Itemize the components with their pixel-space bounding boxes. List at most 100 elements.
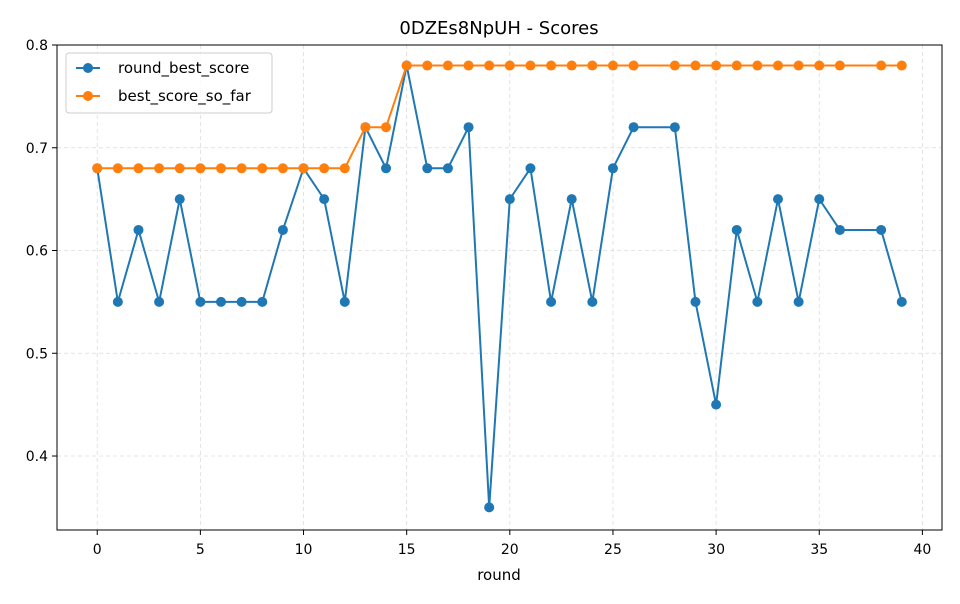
x-tick-label: 40 (913, 542, 931, 558)
data-point (360, 122, 371, 133)
data-point (422, 60, 433, 71)
data-point (587, 296, 598, 307)
y-tick-label: 0.8 (26, 38, 48, 54)
x-tick-label: 15 (398, 542, 416, 558)
data-point (669, 122, 680, 133)
data-point (339, 296, 350, 307)
legend: round_best_score best_score_so_far (65, 52, 273, 114)
y-tick-label: 0.4 (26, 449, 48, 465)
data-point (587, 60, 598, 71)
y-tick-label: 0.5 (26, 346, 48, 362)
data-point (195, 296, 206, 307)
data-point (752, 60, 763, 71)
chart-title: 0DZEs8NpUH - Scores (399, 18, 598, 39)
data-point (546, 60, 557, 71)
data-point (896, 296, 907, 307)
data-point (277, 163, 288, 174)
data-point (772, 194, 783, 205)
data-point (566, 194, 577, 205)
series-round_best_score (92, 60, 907, 513)
data-point (401, 60, 412, 71)
data-point (216, 296, 227, 307)
data-point (257, 163, 268, 174)
data-point (442, 163, 453, 174)
data-point (793, 60, 804, 71)
data-point (566, 60, 577, 71)
data-point (442, 60, 453, 71)
data-point (381, 122, 392, 133)
data-point (154, 296, 165, 307)
data-point (834, 60, 845, 71)
legend-marker (83, 63, 93, 73)
data-point (277, 224, 288, 235)
data-point (607, 60, 618, 71)
series-best_score_so_far (92, 60, 907, 174)
x-tick-label: 30 (707, 542, 725, 558)
data-point (607, 163, 618, 174)
data-point (463, 60, 474, 71)
data-point (381, 163, 392, 174)
legend-label: best_score_so_far (118, 87, 252, 106)
data-point (772, 60, 783, 71)
data-point (504, 60, 515, 71)
data-point (504, 194, 515, 205)
data-point (711, 60, 722, 71)
data-point (669, 60, 680, 71)
legend-box (65, 52, 273, 114)
data-point (174, 194, 185, 205)
data-point (298, 163, 309, 174)
data-point (690, 60, 701, 71)
data-point (711, 399, 722, 410)
data-point (628, 122, 639, 133)
x-tick-label: 5 (196, 542, 205, 558)
data-point (876, 224, 887, 235)
data-point (731, 224, 742, 235)
legend-label: round_best_score (118, 59, 249, 78)
data-point (484, 60, 495, 71)
data-point (154, 163, 165, 174)
axis-ticks: 0 5 10 15 20 25 30 35 40 0.4 0.5 0.6 0.7 0.8 (26, 38, 932, 558)
data-point (236, 296, 247, 307)
plot-area-frame (56, 44, 943, 531)
data-point (525, 163, 536, 174)
data-point (319, 163, 330, 174)
data-point (133, 163, 144, 174)
x-tick-label: 10 (295, 542, 313, 558)
x-tick-label: 20 (501, 542, 519, 558)
data-point (834, 224, 845, 235)
data-point (257, 296, 268, 307)
data-point (174, 163, 185, 174)
data-point (525, 60, 536, 71)
y-tick-label: 0.7 (26, 141, 48, 157)
data-point (876, 60, 887, 71)
data-point (133, 224, 144, 235)
series-layer (92, 60, 907, 513)
x-tick-label: 0 (93, 542, 102, 558)
data-point (896, 60, 907, 71)
legend-item: round_best_score (76, 59, 249, 78)
data-point (484, 502, 495, 513)
data-point (814, 60, 825, 71)
data-point (339, 163, 350, 174)
data-point (236, 163, 247, 174)
data-point (546, 296, 557, 307)
data-point (319, 194, 330, 205)
x-tick-label: 25 (604, 542, 622, 558)
data-point (731, 60, 742, 71)
data-point (628, 60, 639, 71)
data-point (216, 163, 227, 174)
data-point (752, 296, 763, 307)
legend-item: best_score_so_far (76, 87, 252, 106)
grid-lines (57, 44, 942, 530)
data-point (92, 163, 103, 174)
data-point (463, 122, 474, 133)
data-point (690, 296, 701, 307)
data-point (422, 163, 433, 174)
legend-marker (83, 91, 93, 101)
x-axis-label: round (477, 566, 521, 584)
data-point (112, 163, 123, 174)
series-line (96, 64, 903, 509)
data-point (793, 296, 804, 307)
x-tick-label: 35 (810, 542, 828, 558)
